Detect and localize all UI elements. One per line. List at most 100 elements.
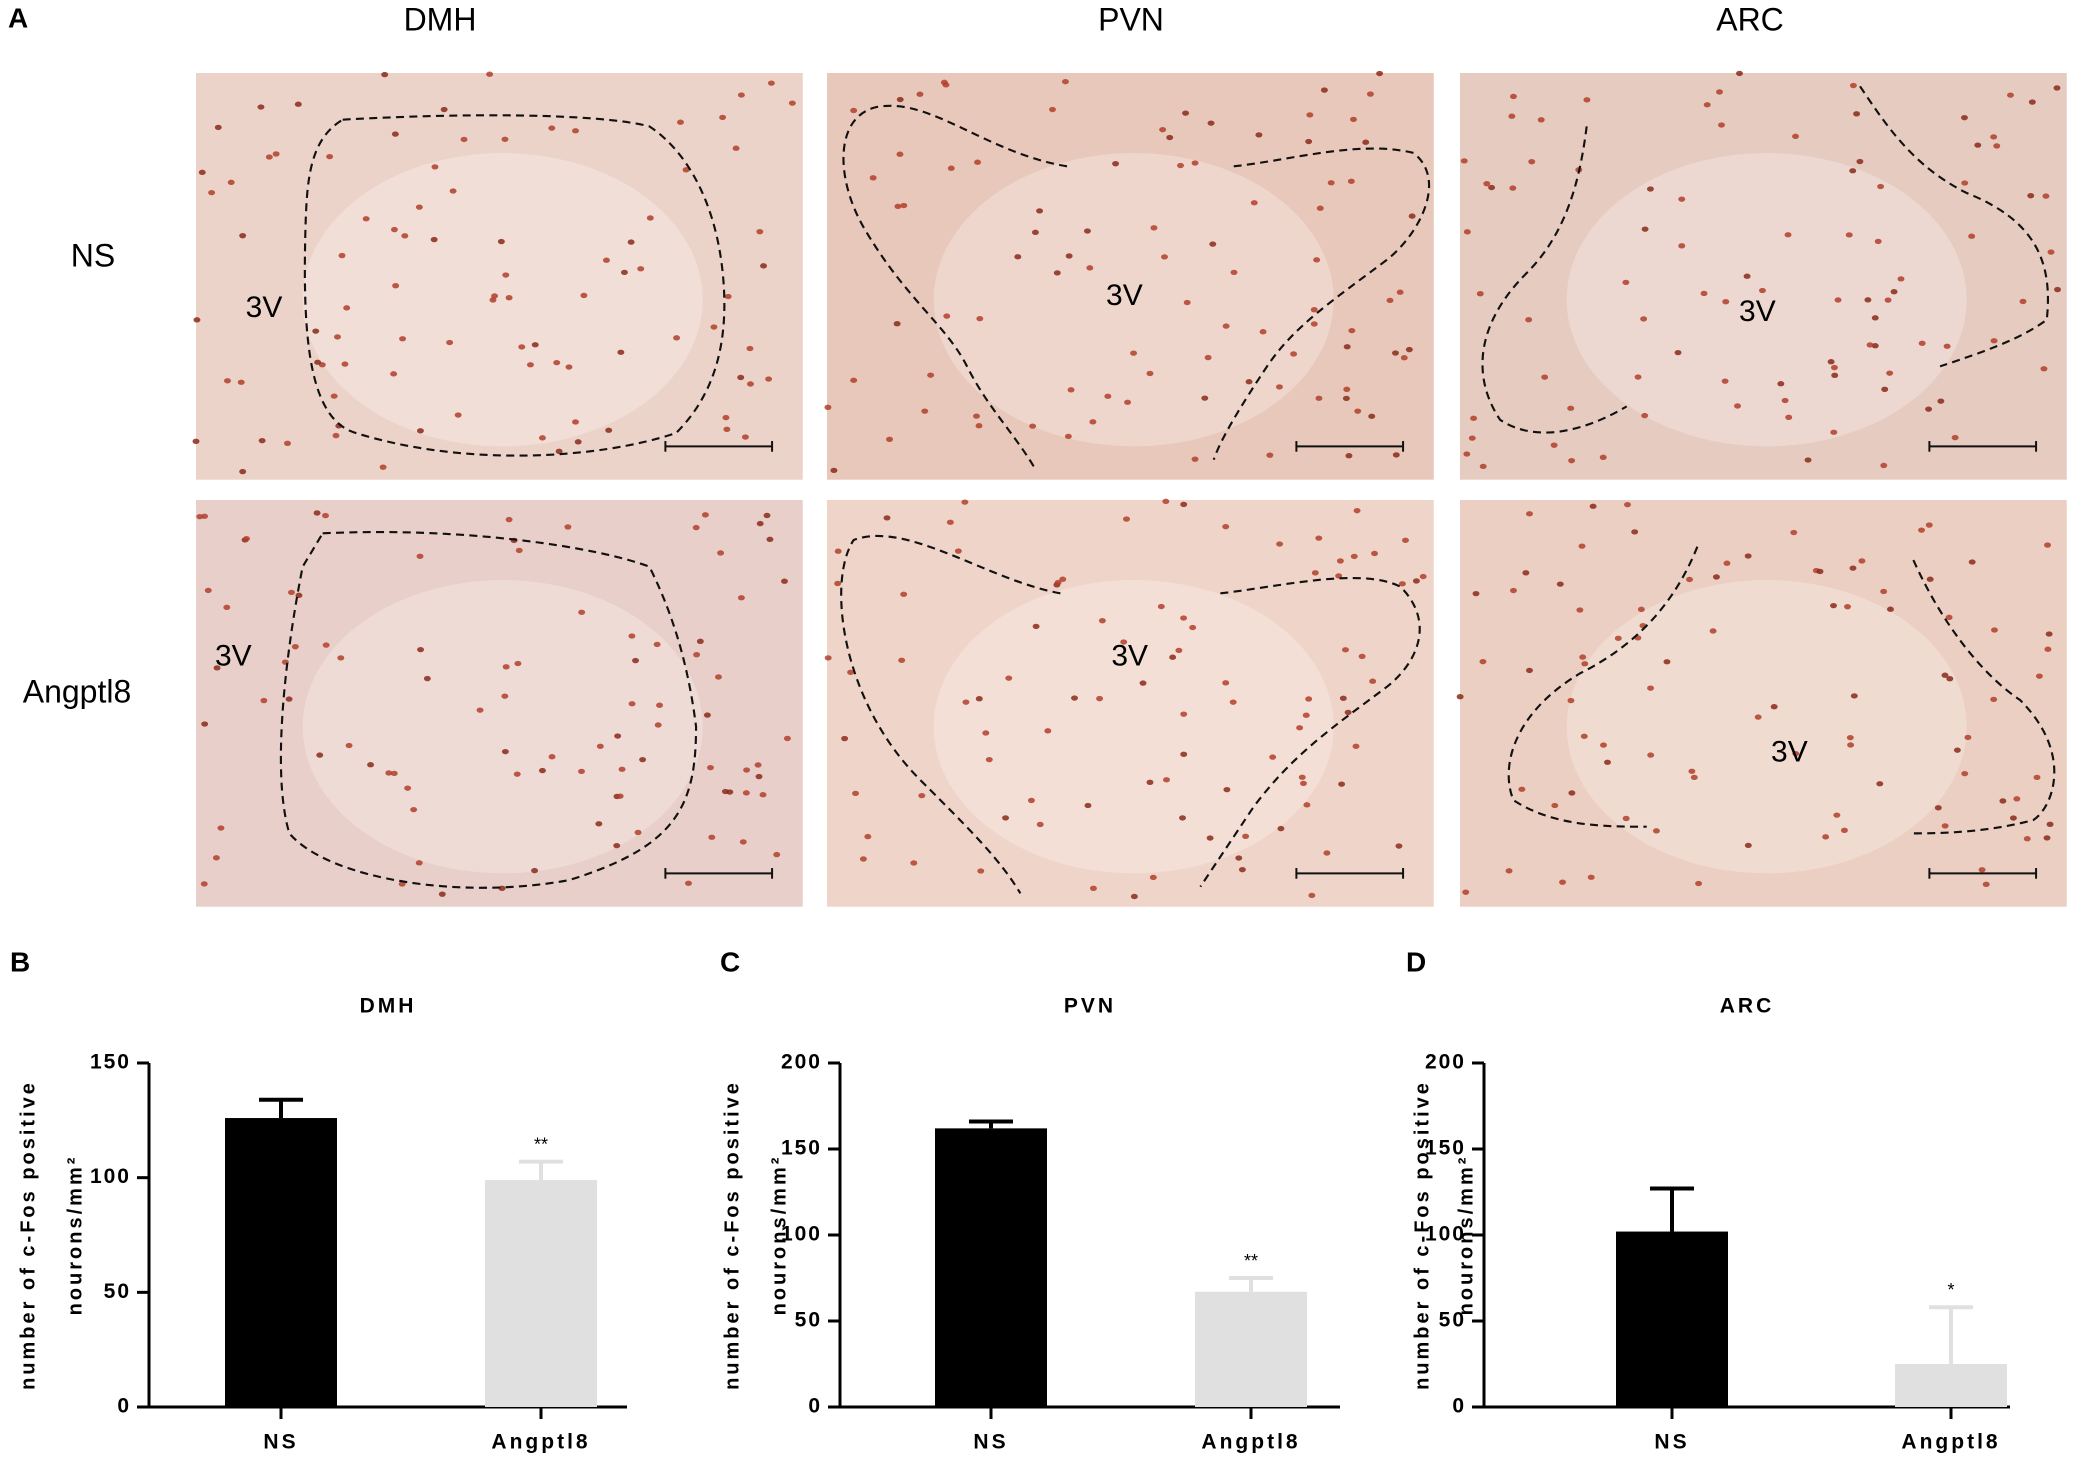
stained-nucleus xyxy=(1402,537,1409,543)
stained-nucleus xyxy=(1880,462,1888,469)
y-tick-label: 200 xyxy=(781,1051,822,1074)
stained-nucleus xyxy=(1472,590,1480,597)
region-outline xyxy=(1859,85,2049,368)
stained-nucleus xyxy=(1343,386,1351,392)
stained-nucleus xyxy=(1978,867,1986,873)
stained-nucleus xyxy=(1790,529,1798,536)
stained-nucleus xyxy=(214,124,222,131)
stained-nucleus xyxy=(2023,836,2031,842)
micrograph-background xyxy=(1460,73,2067,480)
stained-nucleus xyxy=(1834,297,1842,303)
stained-nucleus xyxy=(639,756,647,763)
stained-nucleus xyxy=(1576,607,1584,613)
stained-nucleus xyxy=(2028,99,2036,105)
stained-nucleus xyxy=(962,699,970,705)
stained-nucleus xyxy=(724,293,732,300)
column-header: DMH xyxy=(404,1,477,37)
stained-nucleus xyxy=(555,448,563,454)
stained-nucleus xyxy=(1525,317,1533,323)
stained-nucleus xyxy=(1844,604,1851,610)
stained-nucleus xyxy=(314,359,322,365)
stained-nucleus xyxy=(613,842,621,849)
stained-nucleus xyxy=(1822,834,1830,840)
stained-nucleus xyxy=(1089,419,1097,425)
x-tick-label: Angptl8 xyxy=(1901,1431,2000,1454)
y-tick-label: 100 xyxy=(1425,1223,1466,1246)
stained-nucleus xyxy=(392,283,400,289)
stained-nucleus xyxy=(1059,576,1067,582)
stained-nucleus xyxy=(1315,535,1323,541)
stained-nucleus xyxy=(1964,734,1972,741)
stained-nucleus xyxy=(1250,200,1258,206)
stained-nucleus xyxy=(1366,91,1374,97)
y-tick-label: 50 xyxy=(795,1309,822,1332)
stained-nucleus xyxy=(620,269,628,276)
stained-nucleus xyxy=(886,436,894,442)
stained-nucleus xyxy=(1946,676,1954,682)
stained-nucleus xyxy=(1974,142,1982,148)
stained-nucleus xyxy=(1191,456,1199,462)
stained-nucleus xyxy=(260,697,268,704)
stained-nucleus xyxy=(1323,850,1331,856)
stained-nucleus xyxy=(1604,759,1611,765)
stained-nucleus xyxy=(440,106,448,113)
stained-nucleus xyxy=(1589,503,1597,509)
stained-nucleus xyxy=(2040,366,2048,372)
stained-nucleus xyxy=(1845,232,1853,238)
micrograph-background xyxy=(196,73,803,480)
stained-nucleus xyxy=(737,595,745,601)
stained-nucleus xyxy=(243,536,251,542)
stained-nucleus xyxy=(1222,524,1230,530)
stained-nucleus xyxy=(741,434,749,440)
stained-nucleus xyxy=(491,293,499,299)
stained-nucleus xyxy=(578,768,585,775)
stained-nucleus xyxy=(1690,774,1698,781)
stained-nucleus xyxy=(193,317,201,323)
stained-nucleus xyxy=(1308,892,1316,899)
stained-nucleus xyxy=(1235,855,1243,861)
stained-nucleus xyxy=(1189,624,1197,631)
stained-nucleus xyxy=(272,151,280,157)
stained-nucleus xyxy=(548,754,556,760)
stained-nucleus xyxy=(1884,297,1892,303)
stained-nucleus xyxy=(526,362,534,368)
stained-nucleus xyxy=(656,702,663,708)
stained-nucleus xyxy=(975,696,983,702)
stained-nucleus xyxy=(1849,565,1857,571)
stained-nucleus xyxy=(1344,709,1352,716)
stained-nucleus xyxy=(385,770,393,776)
stained-nucleus xyxy=(1182,110,1190,116)
stained-nucleus xyxy=(239,233,247,239)
stained-nucleus xyxy=(974,159,982,165)
stained-nucleus xyxy=(717,550,725,556)
stained-nucleus xyxy=(1392,452,1400,458)
stained-nucleus xyxy=(1353,508,1361,514)
stained-nucleus xyxy=(1990,134,1998,140)
stained-nucleus xyxy=(1456,694,1464,700)
stained-nucleus xyxy=(1982,881,1990,887)
stained-nucleus xyxy=(1313,257,1321,263)
stained-nucleus xyxy=(1716,89,1723,95)
stained-nucleus xyxy=(449,188,457,194)
stained-nucleus xyxy=(841,735,849,742)
stained-nucleus xyxy=(1064,433,1072,440)
stained-nucleus xyxy=(1830,429,1838,435)
stained-nucleus xyxy=(1177,162,1184,169)
stained-nucleus xyxy=(192,438,200,444)
stained-nucleus xyxy=(501,748,509,755)
stained-nucleus xyxy=(1781,397,1789,404)
stained-nucleus xyxy=(1871,315,1879,321)
stained-nucleus xyxy=(415,204,423,210)
stained-nucleus xyxy=(502,272,510,278)
stained-nucleus xyxy=(1084,802,1092,809)
stained-nucleus xyxy=(1065,253,1073,259)
stained-nucleus xyxy=(1526,667,1533,674)
stained-nucleus xyxy=(977,868,985,874)
stained-nucleus xyxy=(1641,412,1649,419)
stained-nucleus xyxy=(265,154,273,160)
stained-nucleus xyxy=(1580,733,1588,739)
stained-nucleus xyxy=(257,104,265,110)
stained-nucleus xyxy=(1840,827,1848,833)
stained-nucleus xyxy=(1925,406,1933,412)
stained-nucleus xyxy=(696,638,704,645)
